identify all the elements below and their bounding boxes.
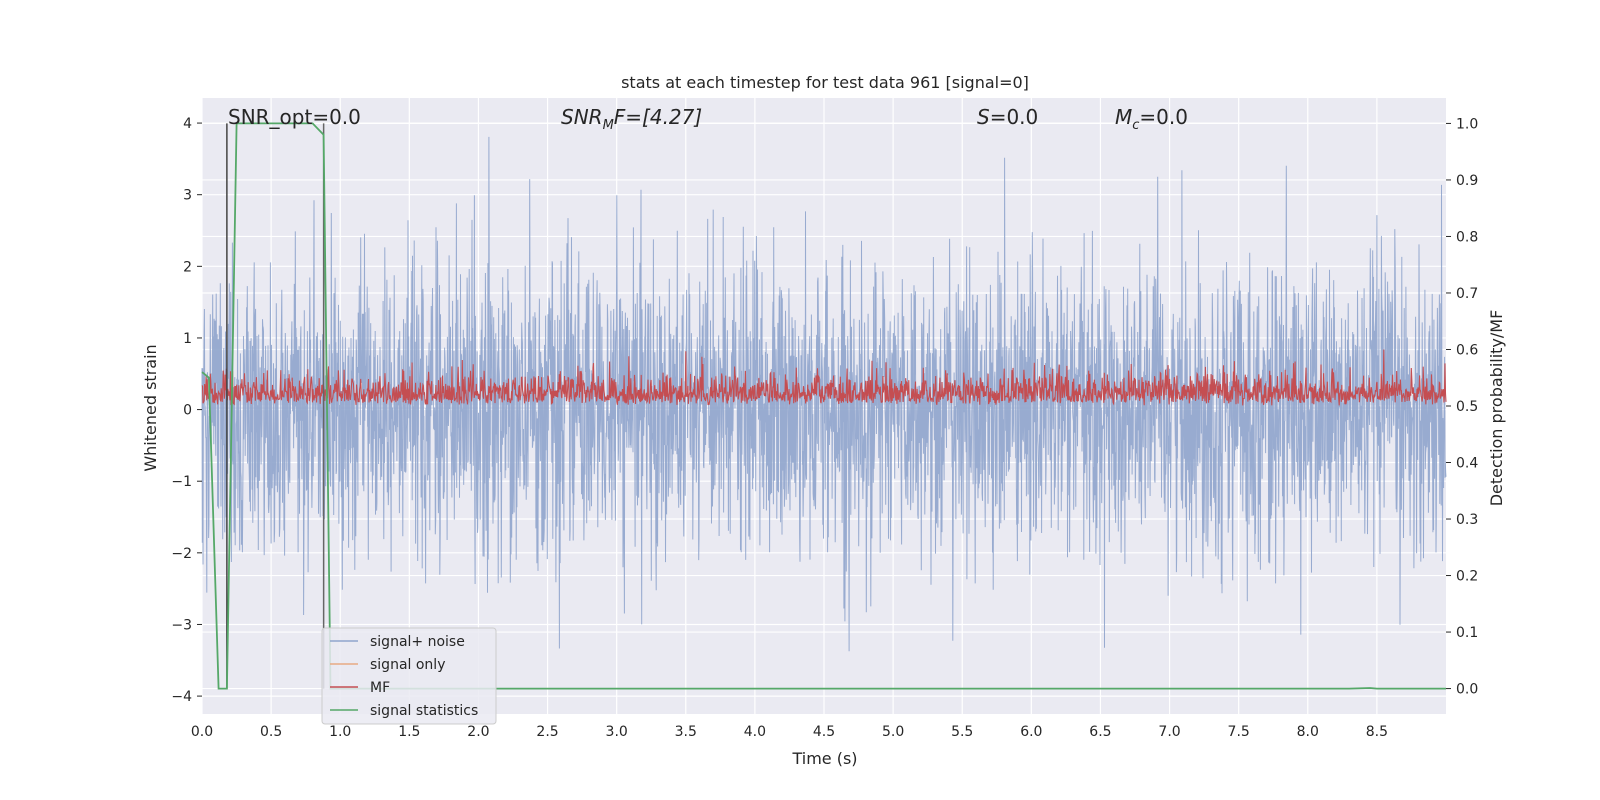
y2-tick-label: 0.7 [1456,286,1478,302]
y-tick-label: −3 [171,617,192,633]
annotation-s: S=0.0 [977,105,1038,129]
y-ticks: 4 3 2 1 0 −1 −2 −3 −4 [171,116,202,705]
x-axis-label: Time (s) [791,749,857,768]
annotation-snr-opt: SNR_opt=0.0 [228,105,361,129]
annotation-mc-rest: =0.0 [1139,105,1188,129]
y2-axis-label: Detection probability/MF [1487,310,1506,507]
x-ticks: 0.0 0.5 1.0 1.5 2.0 2.5 3.0 3.5 4.0 4.5 5.0 5.5 6.0 6… [191,724,1388,740]
y-axis-label: Whitened strain [141,344,160,471]
annotation-mc: Mc=0.0 [1115,105,1188,133]
annotation-snr-mf-sub: M [603,118,614,133]
y-tick-label: −1 [171,474,192,490]
annotation-snr-mf: SNRMF=[4.27] [561,105,702,133]
legend-label-signal-statistics: signal statistics [370,703,478,719]
y-tick-label: −4 [171,689,192,705]
x-tick-label: 4.0 [744,724,766,740]
annotation-mc-main: M [1115,105,1132,129]
y2-tick-label: 0.8 [1456,229,1478,245]
vertical-markers [226,123,325,689]
x-tick-label: 3.0 [606,724,628,740]
x-tick-label: 1.0 [329,724,351,740]
x-tick-label: 8.5 [1366,724,1388,740]
series-signal-noise [201,136,1447,652]
series-line-mf [201,349,1447,406]
legend: signal+ noise signal only MF signal stat… [321,627,497,725]
y2-tick-label: 0.2 [1456,569,1478,585]
annotation-mc-sub: c [1132,118,1139,133]
x-tick-label: 8.0 [1297,724,1319,740]
x-tick-label: 3.5 [675,724,697,740]
y2-ticks: 1.0 0.9 0.8 0.7 0.6 0.5 0.4 0.3 0.2 0.1 0.0 [1446,116,1478,698]
series-line-signal-statistics [201,122,1446,690]
y-tick-label: 0 [183,403,192,419]
x-tick-label: 6.0 [1020,724,1042,740]
annotation-snr-mf-rest: F=[4.27] [614,105,702,129]
legend-label-mf: MF [370,680,390,696]
y-tick-label: 1 [183,331,192,347]
x-tick-label: 7.0 [1158,724,1180,740]
legend-box [321,627,497,725]
annotation-s-main: S [977,105,990,129]
y-tick-label: 2 [183,259,192,275]
y2-tick-label: 0.0 [1456,682,1478,698]
y2-tick-label: 0.9 [1456,173,1478,189]
x-tick-label: 2.0 [467,724,489,740]
annotation-s-rest: =0.0 [990,105,1039,129]
y2-tick-label: 0.3 [1456,512,1478,528]
y2-tick-label: 0.4 [1456,456,1478,472]
x-tick-label: 4.5 [813,724,835,740]
x-tick-label: 1.5 [398,724,420,740]
y-tick-label: −2 [171,546,192,562]
legend-label-signal-noise: signal+ noise [370,634,465,650]
x-tick-label: 6.5 [1089,724,1111,740]
series-mf [201,349,1447,406]
x-tick-label: 0.5 [260,724,282,740]
x-tick-label: 5.0 [882,724,904,740]
series-line-signal-noise [201,136,1447,652]
chart-title: stats at each timestep for test data 961… [621,73,1029,92]
annotation-snr-mf-main: SNR [561,105,603,129]
x-tick-label: 7.5 [1228,724,1250,740]
y2-tick-label: 0.1 [1456,625,1478,641]
series-signal-statistics [201,122,1446,690]
legend-label-signal-only: signal only [370,657,445,673]
x-tick-label: 0.0 [191,724,213,740]
y-tick-label: 4 [183,116,192,132]
x-tick-label: 5.5 [951,724,973,740]
y2-tick-label: 0.6 [1456,342,1478,358]
y-tick-label: 3 [183,188,192,204]
y2-tick-label: 0.5 [1456,399,1478,415]
y2-tick-label: 1.0 [1456,116,1478,132]
x-tick-label: 2.5 [536,724,558,740]
